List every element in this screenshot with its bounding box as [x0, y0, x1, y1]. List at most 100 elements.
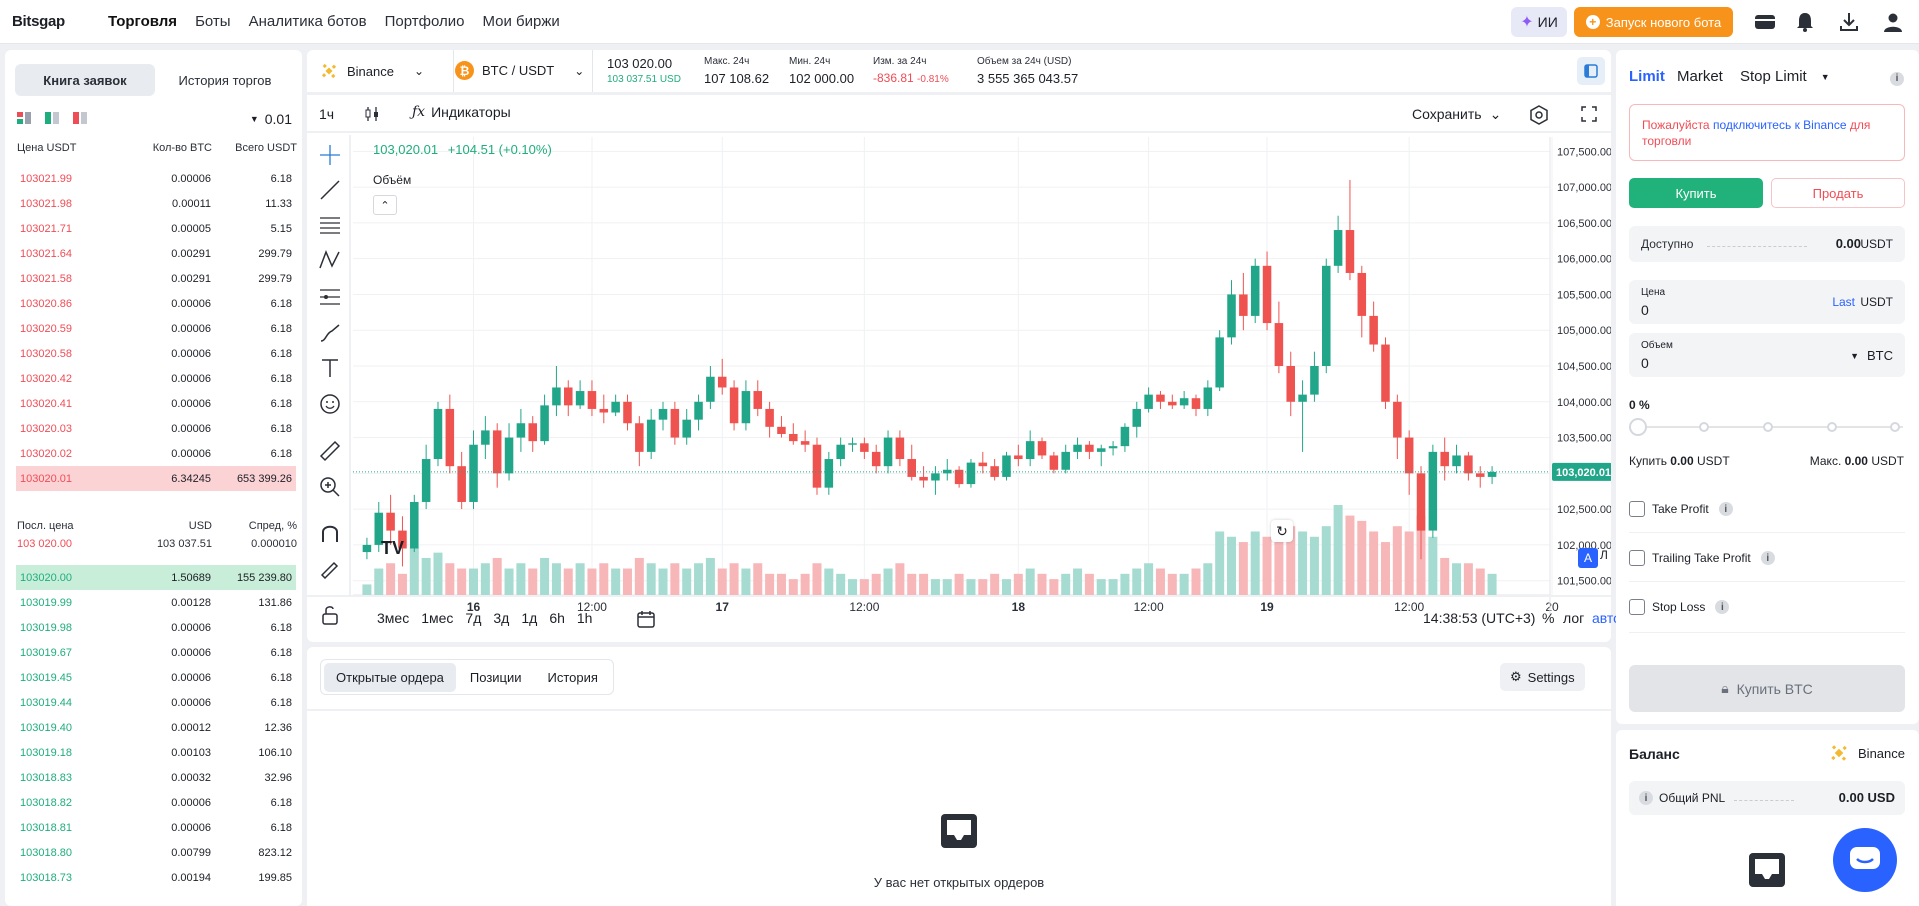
range-button[interactable]: 1д	[521, 610, 538, 626]
slider-mark-50[interactable]	[1763, 422, 1773, 432]
nav-bot-analytics[interactable]: Аналитика ботов	[248, 13, 367, 30]
slider-mark-75[interactable]	[1827, 422, 1837, 432]
logo[interactable]: Bitsgap	[12, 13, 65, 30]
tab-limit[interactable]: Limit	[1629, 68, 1665, 85]
pattern-icon[interactable]	[318, 248, 342, 272]
candles-type-icon[interactable]	[364, 106, 380, 122]
ruler-icon[interactable]	[318, 439, 342, 463]
info-icon[interactable]: i	[1718, 502, 1733, 516]
fib-lines-icon[interactable]	[318, 213, 342, 237]
bell-icon[interactable]	[1792, 9, 1818, 35]
slider-mark-25[interactable]	[1699, 422, 1709, 432]
info-icon[interactable]: i	[1890, 68, 1904, 86]
order-book-row[interactable]: 103020.02 0.00006 6.18	[16, 441, 296, 466]
tab-open-orders[interactable]: Открытые ордера	[324, 662, 456, 692]
book-bids-icon[interactable]	[45, 112, 59, 124]
wallet-icon[interactable]	[1752, 9, 1778, 35]
percent-scale[interactable]: %	[1542, 610, 1555, 626]
book-both-icon[interactable]	[17, 112, 31, 124]
order-book-row[interactable]: 103020.01 6.34245 653 399.26	[16, 466, 296, 491]
order-book-row[interactable]: 103019.99 0.00128 131.86	[16, 590, 296, 615]
tab-stop-limit[interactable]: Stop Limit ▼	[1740, 68, 1830, 85]
order-book-row[interactable]: 103020.41 0.00006 6.18	[16, 391, 296, 416]
settings-hexagon-icon[interactable]	[1529, 105, 1549, 125]
unlock-icon[interactable]	[318, 603, 342, 627]
price-last-button[interactable]: Last	[1832, 295, 1855, 309]
tab-history[interactable]: История	[547, 669, 598, 685]
order-book-row[interactable]: 103019.67 0.00006 6.18	[16, 640, 296, 665]
buy-tab-button[interactable]: Купить	[1629, 178, 1763, 208]
order-book-row[interactable]: 103020.03 0.00006 6.18	[16, 416, 296, 441]
connect-binance-link[interactable]: подключитесь к Binance	[1712, 118, 1847, 132]
magnet-icon[interactable]	[318, 522, 342, 546]
text-icon[interactable]	[318, 356, 342, 380]
nav-my-exchanges[interactable]: Мои биржи	[482, 13, 560, 30]
interval-select[interactable]: 1ч	[319, 106, 335, 122]
range-button[interactable]: 6h	[549, 610, 565, 626]
trend-line-icon[interactable]	[318, 178, 342, 202]
book-asks-icon[interactable]	[73, 112, 87, 124]
auto-scale[interactable]: авто	[1592, 610, 1621, 626]
trailing-take-profit-checkbox[interactable]	[1629, 550, 1645, 566]
zoom-in-icon[interactable]	[318, 475, 342, 499]
order-book-row[interactable]: 103021.98 0.00011 11.33	[16, 191, 296, 216]
info-icon[interactable]: i	[1760, 551, 1775, 565]
slider-mark-100[interactable]	[1890, 422, 1900, 432]
calendar-icon[interactable]	[636, 609, 656, 629]
launch-bot-button[interactable]: + Запуск нового бота	[1574, 7, 1733, 37]
order-book-row[interactable]: 103021.99 0.00006 6.18	[16, 166, 296, 191]
order-book-row[interactable]: 103018.80 0.00799 823.12	[16, 840, 296, 865]
log-scale[interactable]: лог	[1563, 610, 1585, 626]
projection-icon[interactable]	[318, 285, 342, 309]
tab-trade-history[interactable]: История торгов	[178, 72, 272, 88]
sell-tab-button[interactable]: Продать	[1771, 178, 1905, 208]
order-book-row[interactable]: 103018.82 0.00006 6.18	[16, 790, 296, 815]
order-book-row[interactable]: 103021.58 0.00291 299.79	[16, 266, 296, 291]
order-book-row[interactable]: 103019.18 0.00103 106.10	[16, 740, 296, 765]
order-book-row[interactable]: 103021.71 0.00005 5.15	[16, 216, 296, 241]
take-profit-checkbox[interactable]	[1629, 501, 1645, 517]
range-button[interactable]: 3мес	[377, 610, 410, 626]
tab-positions[interactable]: Позиции	[469, 669, 522, 685]
order-book-row[interactable]: 103019.44 0.00006 6.18	[16, 690, 296, 715]
nav-portfolio[interactable]: Портфолио	[384, 13, 465, 30]
volume-currency-select[interactable]: ▼ BTC	[1850, 348, 1893, 363]
order-book-row[interactable]: 103020.00 1.50689 155 239.80	[16, 565, 296, 590]
order-book-row[interactable]: 103019.45 0.00006 6.18	[16, 665, 296, 690]
order-book-row[interactable]: 103020.86 0.00006 6.18	[16, 291, 296, 316]
price-chart[interactable]: 107,500.00 107,000.00 106,500.00 106,000.00…	[307, 95, 1611, 642]
save-button[interactable]: Сохранить ⌄	[1412, 106, 1501, 123]
brush-icon[interactable]	[318, 321, 342, 345]
range-button[interactable]: 3д	[493, 610, 510, 626]
tab-order-book[interactable]: Книга заявок	[15, 64, 155, 96]
order-book-row[interactable]: 103018.83 0.00032 32.96	[16, 765, 296, 790]
crosshair-icon[interactable]	[318, 143, 342, 167]
order-book-row[interactable]: 103018.73 0.00194 199.85	[16, 865, 296, 890]
download-icon[interactable]	[1836, 9, 1862, 35]
stop-loss-checkbox[interactable]	[1629, 599, 1645, 615]
submit-buy-button[interactable]: 🔒︎ Купить BTC	[1629, 665, 1905, 712]
range-button[interactable]: 1h	[576, 610, 593, 626]
reset-icon[interactable]: ↻	[1271, 520, 1293, 542]
nav-bots[interactable]: Боты	[195, 13, 231, 30]
price-input[interactable]: Цена 0 Last USDT	[1629, 280, 1905, 324]
info-icon[interactable]: i	[1639, 791, 1653, 805]
chat-support-button[interactable]	[1833, 828, 1897, 892]
fullscreen-icon[interactable]	[1581, 106, 1597, 122]
order-book-row[interactable]: 103018.81 0.00006 6.18	[16, 815, 296, 840]
emoji-icon[interactable]	[318, 392, 342, 416]
lock-pen-icon[interactable]	[318, 555, 342, 579]
layout-toggle-icon[interactable]	[1577, 57, 1605, 85]
settings-button[interactable]: ⚙ Settings	[1500, 663, 1585, 691]
pair-select[interactable]: ₿ BTC / USDT ⌄	[455, 61, 584, 80]
auto-scale-a-icon[interactable]: A	[1578, 548, 1598, 568]
order-book-row[interactable]: 103021.64 0.00291 299.79	[16, 241, 296, 266]
user-icon[interactable]	[1880, 9, 1906, 35]
tab-market[interactable]: Market	[1677, 68, 1723, 85]
slider-handle[interactable]	[1629, 418, 1647, 436]
header-total[interactable]: Всего USDT	[235, 142, 297, 154]
order-book-row[interactable]: 103020.58 0.00006 6.18	[16, 341, 296, 366]
indicators-button[interactable]: ƒx Индикаторы	[412, 104, 511, 120]
order-book-row[interactable]: 103019.98 0.00006 6.18	[16, 615, 296, 640]
collapse-legend-icon[interactable]: ⌃	[373, 195, 397, 215]
